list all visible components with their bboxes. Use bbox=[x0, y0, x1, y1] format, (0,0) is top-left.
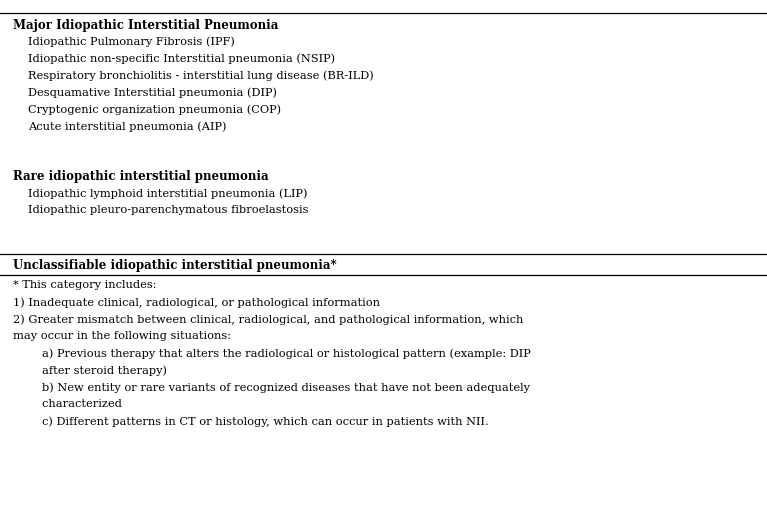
Text: Respiratory bronchiolitis - interstitial lung disease (BR-ILD): Respiratory bronchiolitis - interstitial… bbox=[28, 70, 374, 81]
Text: Idiopathic Pulmonary Fibrosis (IPF): Idiopathic Pulmonary Fibrosis (IPF) bbox=[28, 37, 235, 47]
Text: * This category includes:: * This category includes: bbox=[13, 280, 156, 290]
Text: Idiopathic pleuro-parenchymatous fibroelastosis: Idiopathic pleuro-parenchymatous fibroel… bbox=[28, 205, 309, 215]
Text: Acute interstitial pneumonia (AIP): Acute interstitial pneumonia (AIP) bbox=[28, 121, 227, 132]
Text: 1) Inadequate clinical, radiological, or pathological information: 1) Inadequate clinical, radiological, or… bbox=[13, 297, 380, 308]
Text: after steroid therapy): after steroid therapy) bbox=[13, 365, 167, 376]
Text: Unclassifiable idiopathic interstitial pneumonia*: Unclassifiable idiopathic interstitial p… bbox=[13, 259, 337, 272]
Text: Idiopathic non-specific Interstitial pneumonia (NSIP): Idiopathic non-specific Interstitial pne… bbox=[28, 54, 335, 64]
Text: c) Different patterns in CT or histology, which can occur in patients with NII.: c) Different patterns in CT or histology… bbox=[13, 416, 489, 427]
Text: Cryptogenic organization pneumonia (COP): Cryptogenic organization pneumonia (COP) bbox=[28, 104, 281, 115]
Text: Desquamative Interstitial pneumonia (DIP): Desquamative Interstitial pneumonia (DIP… bbox=[28, 87, 278, 98]
Text: Major Idiopathic Interstitial Pneumonia: Major Idiopathic Interstitial Pneumonia bbox=[13, 19, 278, 32]
Text: Idiopathic lymphoid interstitial pneumonia (LIP): Idiopathic lymphoid interstitial pneumon… bbox=[28, 188, 308, 199]
Text: a) Previous therapy that alters the radiological or histological pattern (exampl: a) Previous therapy that alters the radi… bbox=[13, 348, 531, 359]
Text: Rare idiopathic interstitial pneumonia: Rare idiopathic interstitial pneumonia bbox=[13, 170, 268, 183]
Text: may occur in the following situations:: may occur in the following situations: bbox=[13, 331, 231, 341]
Text: b) New entity or rare variants of recognized diseases that have not been adequat: b) New entity or rare variants of recogn… bbox=[13, 382, 530, 393]
Text: characterized: characterized bbox=[13, 399, 122, 409]
Text: 2) Greater mismatch between clinical, radiological, and pathological information: 2) Greater mismatch between clinical, ra… bbox=[13, 314, 523, 325]
